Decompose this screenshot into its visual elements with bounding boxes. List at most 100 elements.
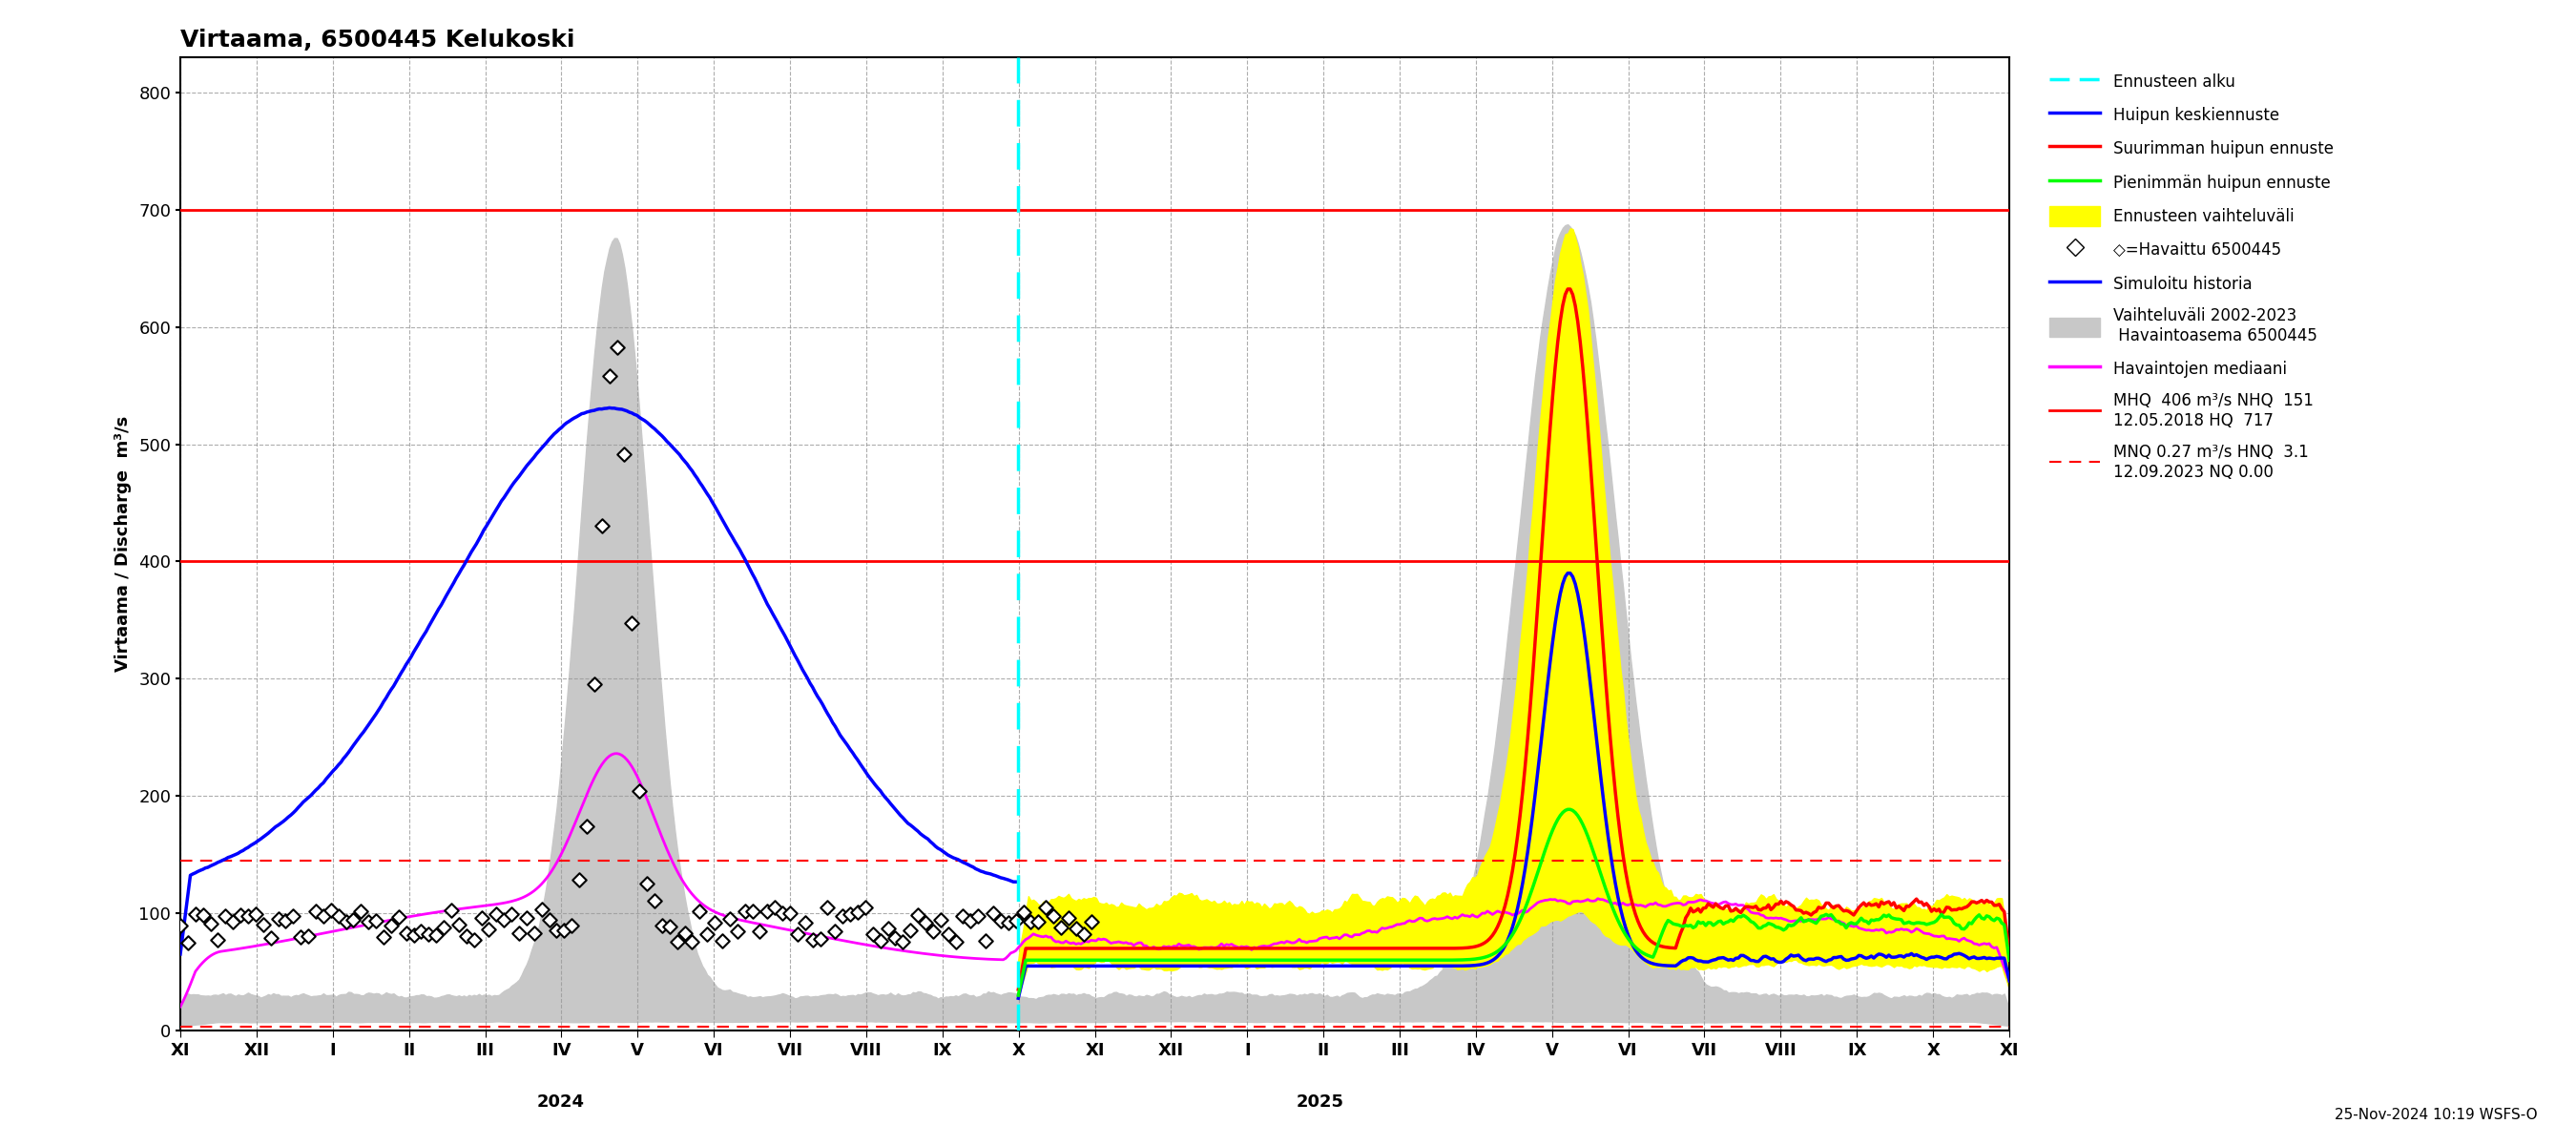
Point xyxy=(536,922,577,940)
Point xyxy=(951,911,992,930)
Point xyxy=(755,899,796,917)
Point xyxy=(551,916,592,934)
Point xyxy=(332,910,374,929)
Point xyxy=(513,924,554,942)
Point xyxy=(716,922,757,940)
Point xyxy=(206,907,247,925)
Point xyxy=(979,911,1020,930)
Text: 2024: 2024 xyxy=(536,1093,585,1111)
Point xyxy=(582,518,623,536)
Point xyxy=(422,918,464,937)
Point xyxy=(1033,907,1074,925)
Point xyxy=(484,910,526,929)
Point xyxy=(1018,913,1059,931)
Point xyxy=(837,903,878,922)
Point xyxy=(708,910,750,929)
Point xyxy=(1002,903,1043,922)
Point xyxy=(876,929,917,947)
Point xyxy=(762,905,804,923)
Point xyxy=(868,919,909,938)
Point xyxy=(1064,925,1105,943)
Point xyxy=(829,905,871,923)
Point xyxy=(822,907,863,925)
Point xyxy=(544,922,585,940)
Point xyxy=(505,909,546,927)
Point xyxy=(191,914,232,932)
Point xyxy=(379,908,420,926)
Point xyxy=(987,914,1028,932)
Point xyxy=(258,910,299,929)
Point xyxy=(618,782,659,800)
Point xyxy=(461,909,502,927)
Point xyxy=(394,926,435,945)
Point xyxy=(430,901,471,919)
Point xyxy=(167,933,209,951)
Point xyxy=(672,932,714,950)
Point xyxy=(665,924,706,942)
Point xyxy=(974,903,1015,922)
Point xyxy=(469,919,510,938)
Point xyxy=(680,902,721,921)
Point xyxy=(340,902,381,921)
Point xyxy=(415,926,456,945)
Point xyxy=(296,902,337,921)
Point xyxy=(860,932,902,950)
Y-axis label: Virtaama / Discharge  m³/s: Virtaama / Discharge m³/s xyxy=(116,416,131,672)
Point xyxy=(778,925,819,943)
Point xyxy=(446,926,487,945)
Point xyxy=(853,925,894,943)
Point xyxy=(250,929,291,947)
Point xyxy=(497,924,538,942)
Point xyxy=(845,899,886,917)
Point xyxy=(724,902,765,921)
Point xyxy=(477,905,518,923)
Point xyxy=(363,927,404,946)
Point xyxy=(234,906,276,924)
Point xyxy=(265,911,307,930)
Point xyxy=(1056,919,1097,938)
Point xyxy=(786,913,827,931)
Point xyxy=(912,923,953,941)
Point xyxy=(407,925,448,943)
Point xyxy=(881,933,922,951)
Point xyxy=(770,903,811,922)
Point xyxy=(183,906,224,924)
Point xyxy=(943,907,984,925)
Point xyxy=(281,927,322,946)
Point xyxy=(896,906,938,924)
Point xyxy=(309,901,350,919)
Point xyxy=(641,916,683,934)
Point xyxy=(438,916,479,934)
Point xyxy=(219,906,260,924)
Point xyxy=(386,924,428,942)
Point xyxy=(211,913,252,931)
Text: Virtaama, 6500445 Kelukoski: Virtaama, 6500445 Kelukoski xyxy=(180,29,574,52)
Point xyxy=(175,905,216,923)
Point xyxy=(603,445,644,464)
Point xyxy=(528,911,569,930)
Text: 2025: 2025 xyxy=(1296,1093,1345,1111)
Point xyxy=(399,923,440,941)
Point xyxy=(814,922,855,940)
Point xyxy=(799,930,840,948)
Point xyxy=(806,899,848,917)
Point xyxy=(590,366,631,385)
Point xyxy=(1072,913,1113,931)
Point xyxy=(325,913,366,931)
Point xyxy=(649,917,690,935)
Point xyxy=(1010,913,1051,931)
Point xyxy=(935,933,976,951)
Point xyxy=(242,915,283,933)
Point xyxy=(958,907,999,925)
Point xyxy=(595,338,636,356)
Point xyxy=(348,913,389,931)
Point xyxy=(453,931,495,949)
Point xyxy=(160,916,201,934)
Point xyxy=(371,917,412,935)
Point xyxy=(693,914,734,932)
Point xyxy=(701,932,742,950)
Point xyxy=(289,926,330,945)
Point xyxy=(904,914,945,932)
Point xyxy=(304,907,345,925)
Point xyxy=(626,875,667,893)
